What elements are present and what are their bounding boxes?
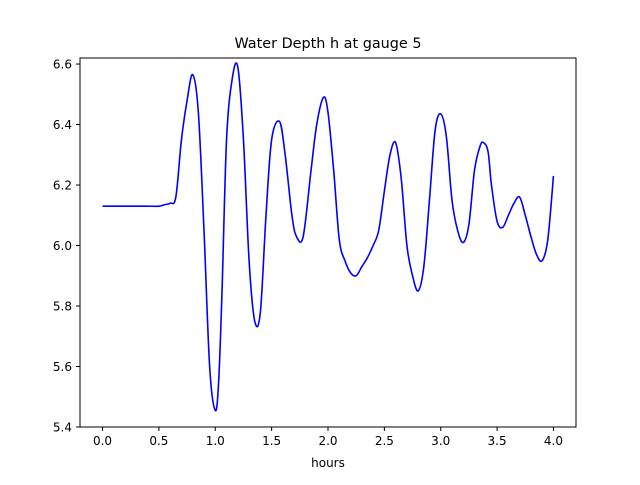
- x-tick-label: 2.0: [318, 434, 337, 448]
- x-axis-label: hours: [311, 456, 345, 470]
- x-axis-ticks: 0.0 0.5 1.0 1.5 2.0 2.5 3.0 3.5 4.0: [93, 427, 563, 448]
- y-tick-label: 5.8: [53, 300, 72, 314]
- x-tick-label: 1.0: [206, 434, 225, 448]
- chart-title: Water Depth h at gauge 5: [234, 36, 421, 52]
- x-tick-label: 3.5: [488, 434, 507, 448]
- series-line: [103, 63, 554, 411]
- x-tick-label: 1.5: [262, 434, 281, 448]
- y-tick-label: 6.0: [53, 239, 72, 253]
- y-axis-ticks: 5.4 5.6 5.8 6.0 6.2 6.4 6.6: [53, 58, 80, 435]
- y-tick-label: 6.6: [53, 58, 72, 72]
- y-tick-label: 5.6: [53, 360, 72, 374]
- plot-lines: [103, 63, 554, 411]
- x-tick-label: 2.5: [375, 434, 394, 448]
- x-tick-label: 0.5: [149, 434, 168, 448]
- x-tick-label: 0.0: [93, 434, 112, 448]
- y-tick-label: 5.4: [53, 421, 72, 435]
- y-tick-label: 6.2: [53, 179, 72, 193]
- x-tick-label: 4.0: [544, 434, 563, 448]
- x-tick-label: 3.0: [431, 434, 450, 448]
- y-tick-label: 6.4: [53, 118, 72, 132]
